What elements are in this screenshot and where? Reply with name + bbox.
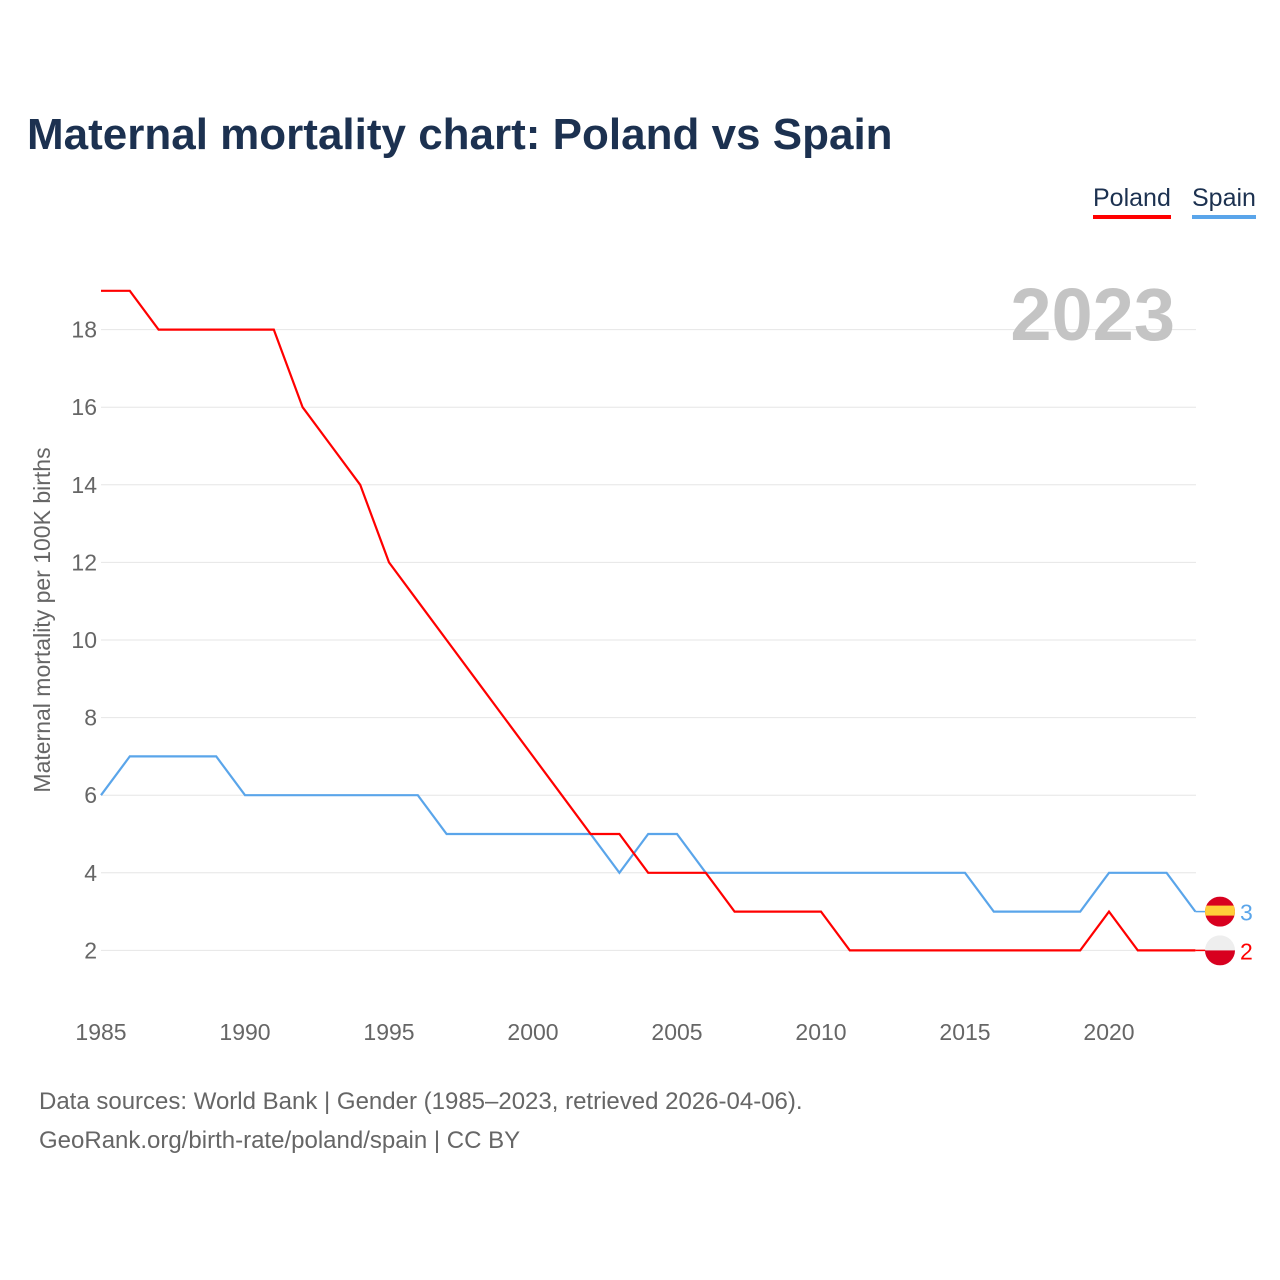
y-tick-label: 2 (84, 937, 97, 963)
poland-flag-stripe (1205, 950, 1235, 966)
y-tick-label: 18 (71, 317, 97, 343)
x-tick-label: 2005 (651, 1019, 702, 1045)
y-tick-label: 16 (71, 394, 97, 420)
year-watermark: 2023 (1010, 273, 1175, 356)
legend-poland[interactable]: Poland (1093, 184, 1171, 219)
y-tick-label: 6 (84, 782, 97, 808)
y-tick-label: 10 (71, 627, 97, 653)
chart-title: Maternal mortality chart: Poland vs Spai… (27, 110, 893, 159)
y-tick-label: 14 (71, 472, 97, 498)
poland-flag-icon (1205, 935, 1235, 951)
x-tick-label: 1990 (219, 1019, 270, 1045)
series-line-spain (100, 755, 1197, 913)
end-value-label: 2 (1240, 938, 1253, 964)
x-tick-label: 2015 (939, 1019, 990, 1045)
series-line-poland (101, 289, 1196, 952)
x-tick-label: 2020 (1083, 1019, 1134, 1045)
source-note: Data sources: World Bank | Gender (1985–… (39, 1088, 803, 1115)
x-tick-label: 2000 (507, 1019, 558, 1045)
y-tick-label: 8 (84, 705, 97, 731)
y-tick-label: 4 (84, 860, 97, 886)
spain-flag-stripe (1205, 905, 1235, 916)
y-axis-label: Maternal mortality per 100K births (29, 447, 55, 792)
x-tick-label: 2010 (795, 1019, 846, 1045)
source-link[interactable]: GeoRank.org/birth-rate/poland/spain | CC… (39, 1127, 521, 1154)
legend-spain[interactable]: Spain (1192, 184, 1256, 219)
x-tick-label: 1985 (75, 1019, 126, 1045)
y-tick-label: 12 (71, 549, 97, 575)
x-tick-label: 1995 (363, 1019, 414, 1045)
end-value-label: 3 (1240, 900, 1253, 926)
